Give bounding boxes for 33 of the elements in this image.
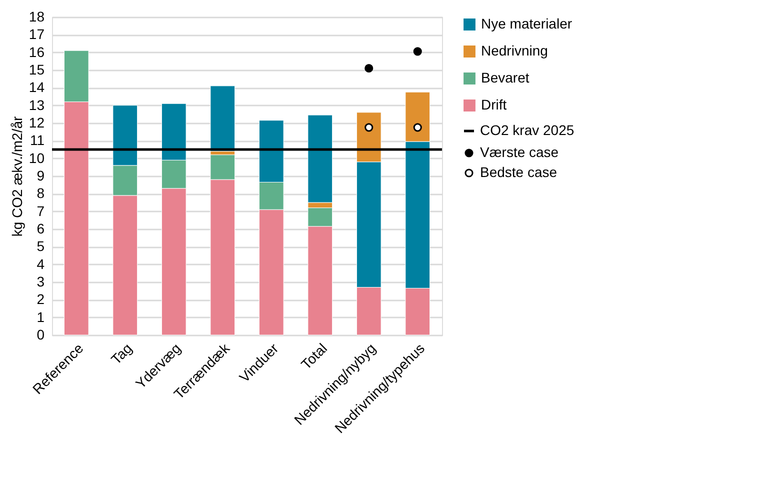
point [413,123,422,132]
legend-label: Bedste case [480,164,558,180]
y-tick-label: 9 [36,168,45,184]
y-tick-label: 8 [36,185,45,202]
y-tick-label: 2 [36,291,45,308]
y-tick-label: 3 [36,274,45,290]
y-tick-label: 15 [28,62,45,78]
y-tick-label: 4 [36,256,45,272]
point [413,47,422,56]
legend-label: Bevaret [481,70,530,86]
y-tick-label: 11 [30,132,45,148]
y-tick-label: 12 [28,114,45,130]
x-tick-label: Tag [108,340,136,368]
legend-label: Værste case [480,144,559,160]
y-tick-label: 17 [28,26,45,42]
y-tick-label: 10 [28,150,45,166]
y-tick-label: 18 [28,8,45,24]
y-tick-label: 6 [36,220,45,236]
legend-label: CO2 krav 2025 [480,122,574,138]
y-tick-label: 16 [28,44,45,60]
y-axis-title: kg CO2 ækv./m2/år [8,116,25,237]
legend-label: Nedrivning [481,42,548,58]
point [364,123,374,132]
y-tick-label: 1 [36,308,45,325]
y-tick-label: 7 [36,202,45,219]
legend-label: Nye materialer [481,16,572,32]
point [364,64,374,73]
y-tick-label: 13 [28,96,45,113]
bar [210,86,236,152]
y-tick-label: 5 [36,238,45,254]
y-tick-label: 0 [36,326,45,342]
y-tick-label: 14 [28,79,45,96]
legend-label: Drift [481,96,507,112]
